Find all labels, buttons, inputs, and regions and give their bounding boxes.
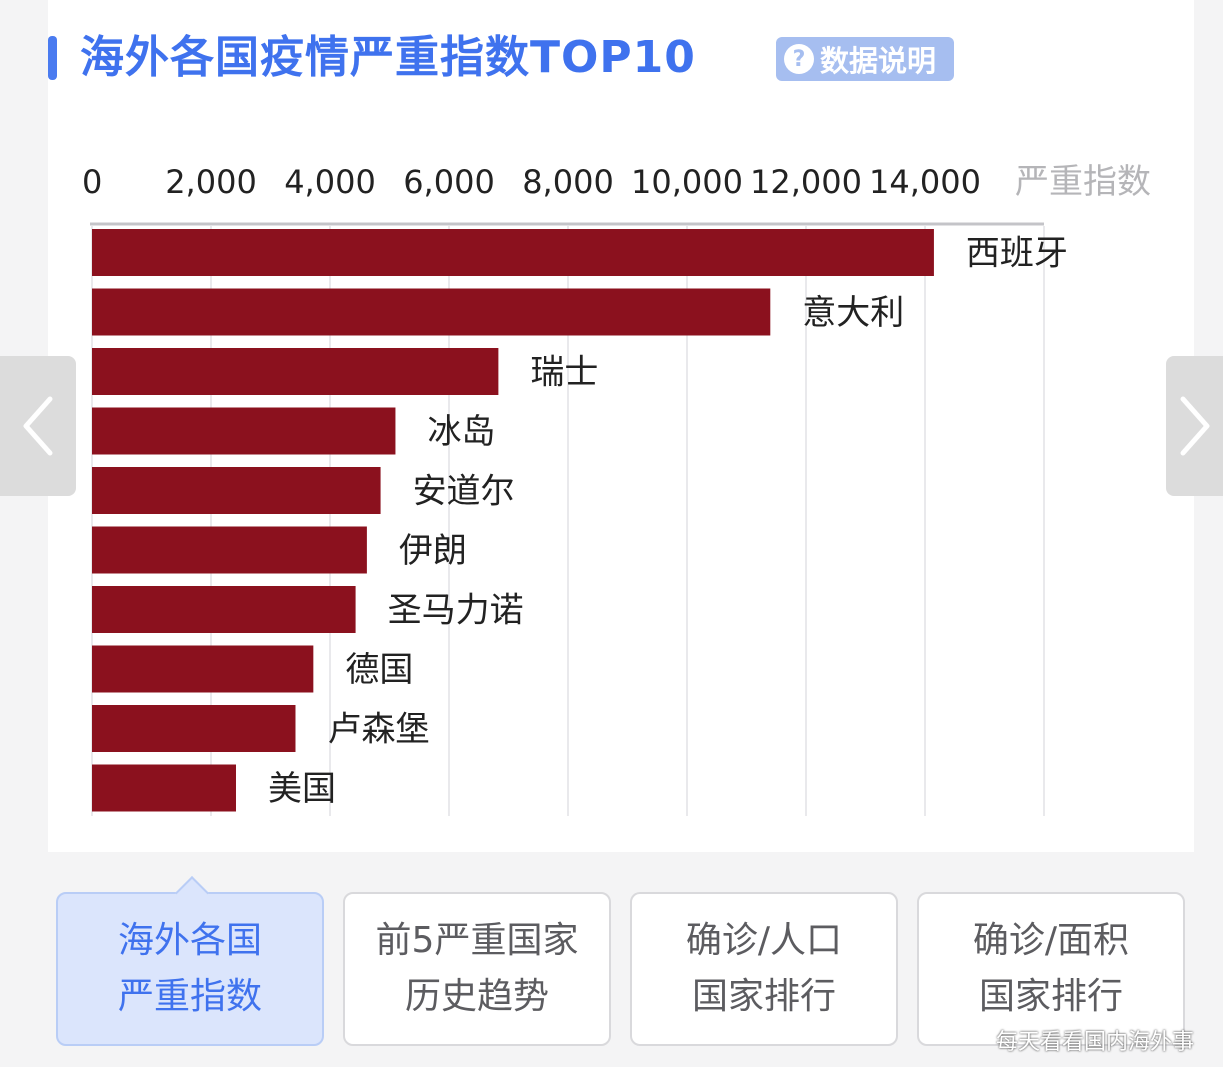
bar <box>92 764 236 812</box>
tab-confirmed-per-population[interactable]: 确诊/人口 国家排行 <box>630 892 898 1046</box>
x-tick-label: 10,000 <box>631 163 743 201</box>
x-tick-label: 4,000 <box>284 163 376 201</box>
category-label: 美国 <box>268 769 336 809</box>
x-tick-label: 2,000 <box>165 163 257 201</box>
x-tick-label: 12,000 <box>750 163 862 201</box>
bar <box>92 407 396 455</box>
x-tick-label: 14,000 <box>869 163 981 201</box>
tab-label-line1: 海外各国 <box>117 920 262 961</box>
tab-label-line1: 确诊/面积 <box>972 920 1130 961</box>
prev-button[interactable] <box>0 356 76 496</box>
title-accent-bar <box>48 36 57 80</box>
tab-label-line1: 确诊/人口 <box>685 920 843 961</box>
tab-label-line1: 前5严重国家 <box>375 920 579 961</box>
bar-chart: 0 2,000 4,000 6,000 8,000 10,000 12,000 14,000 严… <box>82 162 1151 816</box>
bar <box>92 705 296 752</box>
category-label: 卢森堡 <box>327 710 429 750</box>
bar <box>92 288 771 336</box>
next-button[interactable] <box>1166 356 1223 496</box>
tab-label-line2: 国家排行 <box>978 976 1123 1017</box>
category-label: 德国 <box>345 650 413 690</box>
x-tick-label: 8,000 <box>522 163 614 201</box>
bar <box>92 586 356 633</box>
tab-label-line2: 严重指数 <box>117 976 262 1017</box>
category-label: 冰岛 <box>427 412 495 452</box>
tab-confirmed-per-area[interactable]: 确诊/面积 国家排行 <box>917 892 1185 1046</box>
chevron-left-icon <box>23 396 53 456</box>
page-title: 海外各国疫情严重指数TOP10 <box>80 32 696 83</box>
data-info-button[interactable]: ? 数据说明 <box>776 37 954 81</box>
category-label: 瑞士 <box>530 353 598 393</box>
data-info-label: 数据说明 <box>820 44 937 78</box>
category-label: 西班牙 <box>966 234 1068 274</box>
tab-top5-history-trend[interactable]: 前5严重国家 历史趋势 <box>343 892 611 1046</box>
category-label: 意大利 <box>802 293 904 333</box>
x-axis-title: 严重指数 <box>1015 162 1151 202</box>
bar <box>92 645 314 693</box>
bar <box>92 467 381 514</box>
x-tick-label: 0 <box>82 163 102 201</box>
question-icon: ? <box>784 44 814 74</box>
chevron-right-icon <box>1180 396 1209 456</box>
tab-overseas-severity-index[interactable]: 海外各国 严重指数 <box>56 892 324 1046</box>
tab-label-line2: 国家排行 <box>691 976 836 1017</box>
watermark: 每天看看国内海外事 <box>996 1030 1195 1055</box>
category-label: 圣马力诺 <box>388 591 524 631</box>
bar <box>92 348 499 395</box>
category-label: 安道尔 <box>413 472 515 512</box>
bar <box>92 229 934 276</box>
category-label: 伊朗 <box>399 531 467 571</box>
bar <box>92 526 367 574</box>
tab-label-line2: 历史趋势 <box>404 976 549 1017</box>
x-tick-label: 6,000 <box>403 163 495 201</box>
